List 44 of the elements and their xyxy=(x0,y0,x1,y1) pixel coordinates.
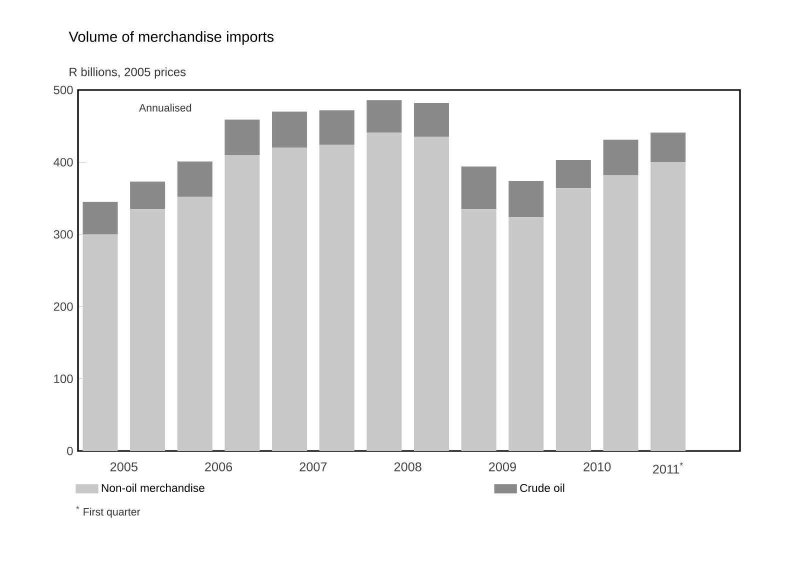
x-tick-label: 2010 xyxy=(584,462,611,472)
y-tick-label: 100 xyxy=(54,374,73,384)
bar xyxy=(461,166,496,210)
bar xyxy=(366,100,402,133)
x-tick-label: 2006 xyxy=(205,462,232,472)
bar xyxy=(366,132,402,451)
chart-subtitle: R billions, 2005 prices xyxy=(70,67,186,79)
legend-label: Crude oil xyxy=(520,484,564,492)
bar xyxy=(556,160,591,188)
text: $^{*}$ First quarter xyxy=(76,506,140,518)
x-tick-label: 2009 xyxy=(488,462,516,472)
bar xyxy=(508,180,544,218)
bar xyxy=(414,136,449,451)
bar xyxy=(272,112,308,148)
bar xyxy=(556,188,591,451)
bar xyxy=(650,132,686,162)
x-tick-label: 2005 xyxy=(110,462,138,472)
bar xyxy=(177,161,212,197)
bar xyxy=(461,209,496,451)
annotation: Annualised xyxy=(139,104,192,112)
x-tick-label: 2008 xyxy=(394,462,422,472)
bar xyxy=(508,217,544,451)
y-tick-label: 200 xyxy=(54,302,73,311)
bar xyxy=(319,110,354,145)
y-tick-label: 0 xyxy=(67,446,73,456)
bar xyxy=(319,144,354,451)
bar xyxy=(650,162,686,451)
chart-title: Volume of merchandise imports xyxy=(68,31,274,45)
bar xyxy=(224,120,260,155)
bar xyxy=(130,209,166,451)
y-tick-label: 300 xyxy=(54,230,73,239)
bar xyxy=(177,196,212,451)
legend-label: Non-oil merchandise xyxy=(102,484,204,492)
bar xyxy=(603,175,638,451)
bar xyxy=(82,234,118,451)
x-tick-label: 2011$^{*}$ xyxy=(653,462,683,474)
bar xyxy=(414,102,449,137)
bar xyxy=(272,148,308,451)
y-tick-label: 500 xyxy=(54,86,73,94)
bar xyxy=(603,140,638,176)
bar xyxy=(224,154,260,451)
y-tick-label: 400 xyxy=(54,158,73,166)
x-tick-label: 2007 xyxy=(300,462,327,472)
bar xyxy=(130,182,166,210)
